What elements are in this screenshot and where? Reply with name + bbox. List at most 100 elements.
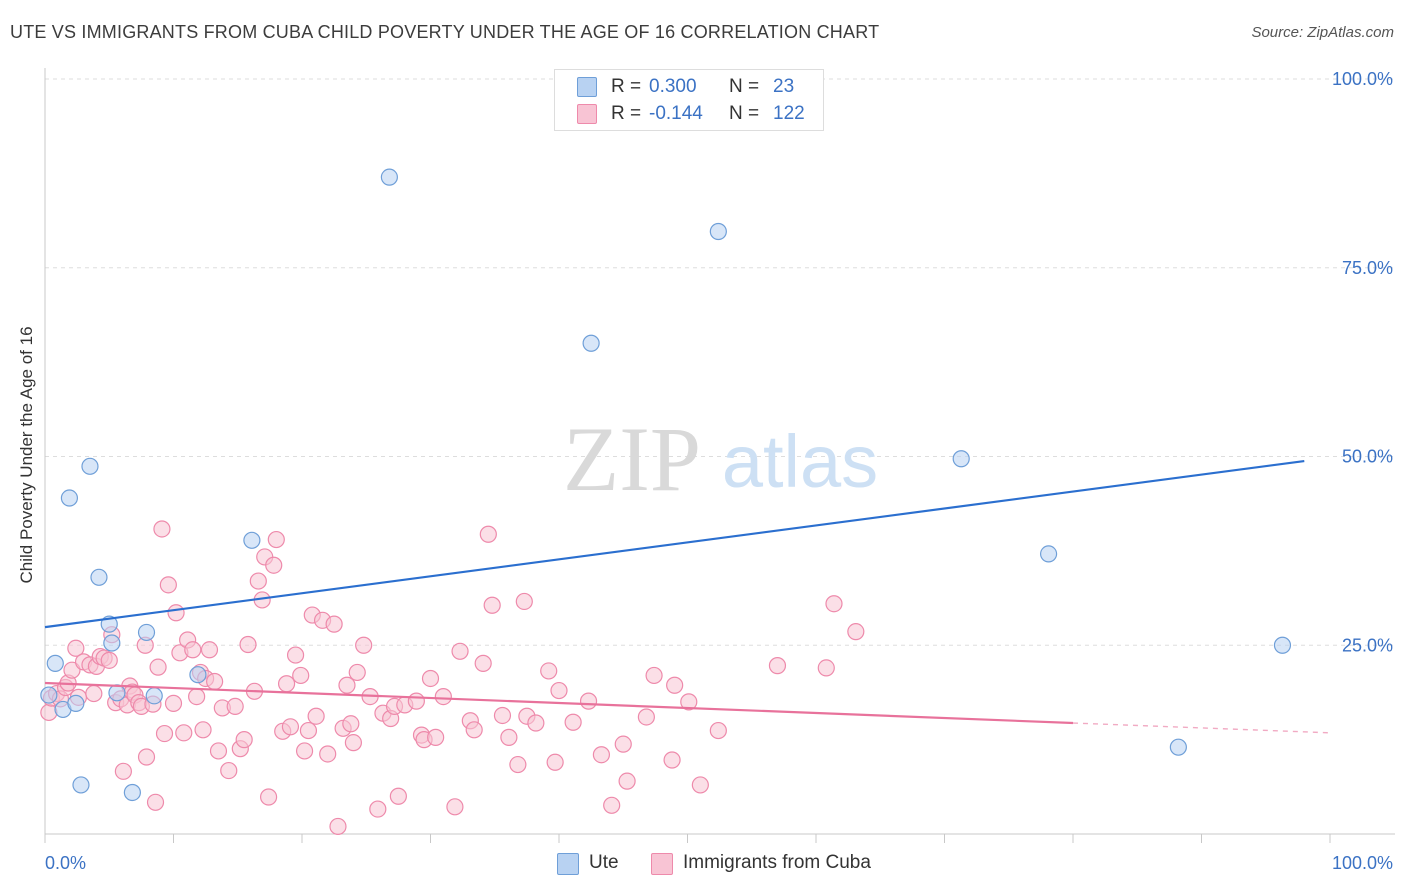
data-point-cuba bbox=[540, 662, 558, 680]
series-legend: Ute Immigrants from Cuba bbox=[0, 852, 1406, 878]
data-point-cuba bbox=[691, 776, 709, 794]
data-point-cuba bbox=[292, 666, 310, 685]
data-point-cuba bbox=[153, 520, 171, 538]
data-point-cuba bbox=[637, 708, 655, 726]
data-point-ute bbox=[123, 783, 141, 802]
grid-lines bbox=[45, 78, 1395, 646]
data-point-cuba bbox=[184, 641, 202, 659]
data-point-cuba bbox=[267, 530, 285, 549]
trend-line-ute bbox=[44, 459, 1305, 629]
data-point-cuba bbox=[100, 651, 118, 669]
data-point-ute bbox=[103, 634, 121, 652]
data-point-cuba bbox=[194, 721, 212, 739]
data-point-cuba bbox=[546, 753, 564, 771]
y-tick-label: 50.0% bbox=[1342, 447, 1393, 467]
data-point-cuba bbox=[355, 636, 373, 654]
data-point-ute bbox=[952, 450, 970, 468]
data-point-cuba bbox=[509, 755, 527, 774]
data-point-ute bbox=[243, 531, 261, 549]
watermark-atlas: atlas bbox=[722, 420, 878, 503]
data-point-cuba bbox=[325, 615, 343, 633]
data-point-ute bbox=[67, 694, 85, 712]
legend-r-label: R = bbox=[611, 76, 642, 97]
correlation-legend: R = 0.300 N = 23 R = -0.144 N = 122 bbox=[554, 69, 824, 131]
data-point-cuba bbox=[155, 724, 174, 743]
legend-n-value: 122 bbox=[773, 103, 805, 124]
legend-swatch-ute bbox=[577, 77, 597, 97]
data-point-cuba bbox=[235, 731, 253, 749]
data-point-cuba bbox=[63, 661, 81, 679]
data-point-ute bbox=[46, 654, 64, 672]
data-point-cuba bbox=[200, 641, 219, 659]
series-immigrants-from-cuba bbox=[40, 520, 865, 836]
data-point-cuba bbox=[164, 694, 183, 712]
data-point-cuba bbox=[564, 713, 582, 731]
data-point-ute bbox=[108, 684, 126, 702]
data-point-cuba bbox=[645, 666, 663, 685]
data-point-cuba bbox=[175, 724, 193, 742]
data-point-ute bbox=[582, 334, 600, 352]
data-point-cuba bbox=[329, 817, 347, 836]
chart-title: UTE VS IMMIGRANTS FROM CUBA CHILD POVERT… bbox=[10, 22, 880, 42]
y-tick-label: 100.0% bbox=[1332, 69, 1393, 89]
data-point-cuba bbox=[319, 745, 337, 763]
data-point-cuba bbox=[550, 681, 568, 700]
data-point-cuba bbox=[114, 762, 132, 780]
data-point-cuba bbox=[146, 793, 165, 811]
legend-n-label: N = bbox=[729, 76, 760, 97]
x-tick-label-max: 100.0% bbox=[1332, 853, 1393, 873]
legend-n-value: 23 bbox=[773, 76, 795, 97]
data-point-cuba bbox=[239, 635, 257, 654]
data-point-cuba bbox=[666, 676, 684, 694]
data-point-cuba bbox=[407, 692, 425, 710]
data-point-cuba bbox=[493, 706, 512, 725]
x-tick-label-min: 0.0% bbox=[45, 853, 86, 873]
data-point-cuba bbox=[465, 721, 483, 739]
y-tick-label: 75.0% bbox=[1342, 258, 1393, 278]
data-point-cuba bbox=[434, 687, 452, 706]
data-point-cuba bbox=[299, 721, 318, 740]
legend-swatch-ute bbox=[557, 853, 579, 875]
data-point-cuba bbox=[527, 714, 545, 732]
legend-r-value: 0.300 bbox=[649, 76, 697, 97]
legend-n-label: N = bbox=[729, 103, 760, 124]
data-point-cuba bbox=[226, 697, 244, 716]
data-point-cuba bbox=[220, 761, 238, 780]
data-point-cuba bbox=[281, 718, 300, 736]
data-point-cuba bbox=[709, 721, 727, 740]
legend-r-value: -0.144 bbox=[649, 103, 703, 124]
data-point-cuba bbox=[342, 715, 360, 733]
data-point-cuba bbox=[206, 672, 224, 691]
y-axis-label: Child Poverty Under the Age of 16 bbox=[17, 326, 36, 584]
data-point-ute bbox=[380, 168, 398, 186]
data-point-cuba bbox=[680, 693, 698, 711]
data-point-cuba bbox=[515, 592, 533, 611]
data-point-cuba bbox=[618, 772, 636, 790]
data-point-cuba bbox=[421, 669, 440, 688]
data-point-ute bbox=[1169, 738, 1187, 756]
data-point-cuba bbox=[149, 658, 167, 676]
data-point-ute bbox=[81, 457, 99, 475]
data-point-ute bbox=[1273, 636, 1292, 654]
data-point-cuba bbox=[579, 692, 598, 710]
data-point-ute bbox=[137, 623, 156, 642]
data-point-ute bbox=[145, 687, 163, 705]
data-point-cuba bbox=[825, 595, 843, 613]
y-tick-label: 25.0% bbox=[1342, 635, 1393, 655]
trend-line-cuba-extension bbox=[1072, 722, 1331, 734]
data-point-cuba bbox=[188, 687, 206, 706]
watermark: ZIP atlas bbox=[563, 408, 878, 510]
data-point-cuba bbox=[344, 734, 362, 752]
data-point-cuba bbox=[159, 576, 177, 594]
data-point-cuba bbox=[768, 657, 787, 675]
watermark-zip: ZIP bbox=[563, 408, 701, 510]
data-point-cuba bbox=[663, 751, 681, 769]
data-point-cuba bbox=[446, 798, 464, 816]
data-point-cuba bbox=[389, 787, 407, 805]
data-point-cuba bbox=[479, 525, 497, 543]
legend-label-ute: Ute bbox=[589, 852, 619, 873]
data-point-cuba bbox=[817, 659, 835, 677]
data-point-cuba bbox=[307, 707, 325, 725]
data-point-cuba bbox=[40, 703, 58, 722]
